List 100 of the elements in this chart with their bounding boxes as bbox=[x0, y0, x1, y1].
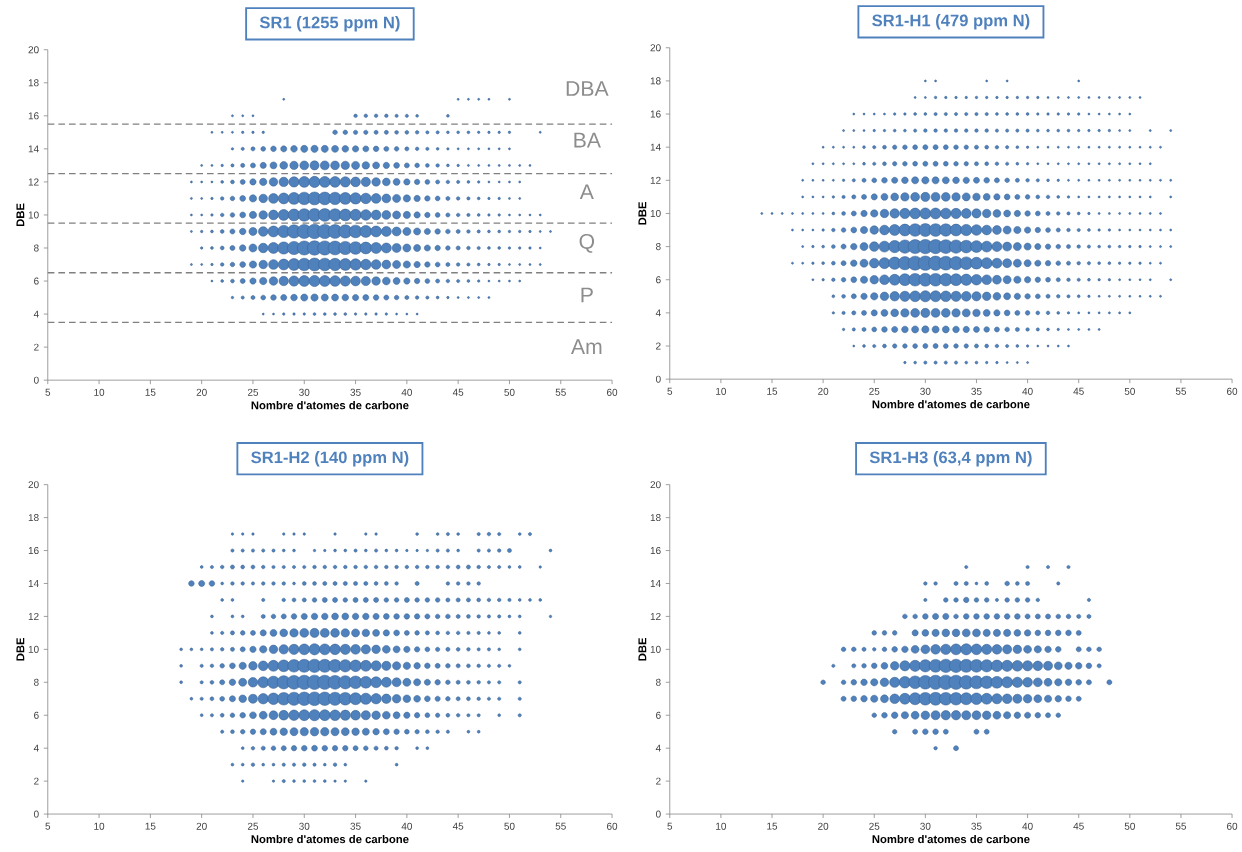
y-tick-label: 8 bbox=[34, 244, 39, 252]
x-tick-label: 30 bbox=[299, 388, 310, 396]
y-tick-label: 2 bbox=[656, 777, 661, 785]
y-tick-label: 4 bbox=[33, 744, 39, 752]
x-tick-label: 45 bbox=[1073, 387, 1084, 395]
y-tick-label: 20 bbox=[28, 481, 39, 489]
x-tick-label: 50 bbox=[504, 388, 515, 396]
y-tick-label: 10 bbox=[28, 211, 39, 219]
x-tick-label: 60 bbox=[607, 822, 618, 830]
x-tick-label: 40 bbox=[1022, 822, 1033, 830]
x-tick-label: 45 bbox=[452, 388, 464, 396]
y-tick-label: 14 bbox=[650, 580, 661, 587]
x-tick-label: 25 bbox=[247, 388, 259, 396]
x-axis-title: Nombre d'atomes de carbone bbox=[251, 834, 409, 844]
y-tick-label: 0 bbox=[655, 375, 661, 383]
y-tick-label: 2 bbox=[656, 342, 661, 350]
y-tick-label: 12 bbox=[650, 613, 661, 620]
y-axis-title: DBE bbox=[638, 202, 647, 225]
x-tick-label: 45 bbox=[452, 822, 464, 830]
y-tick-label: 14 bbox=[28, 145, 39, 153]
x-tick-label: 5 bbox=[667, 387, 673, 395]
y-tick-label: 8 bbox=[656, 243, 661, 251]
annotation: P bbox=[581, 287, 593, 303]
y-tick-label: 16 bbox=[650, 547, 661, 555]
x-axis-title: Nombre d'atomes de carbone bbox=[872, 834, 1030, 844]
y-tick-label: 16 bbox=[28, 547, 39, 555]
x-tick-label: 5 bbox=[667, 822, 673, 830]
x-tick-label: 15 bbox=[767, 822, 778, 830]
x-tick-label: 60 bbox=[1227, 822, 1238, 830]
y-tick-label: 16 bbox=[650, 110, 661, 118]
y-axis-title: DBE bbox=[16, 203, 25, 227]
y-tick-label: 12 bbox=[650, 176, 661, 184]
y-tick-label: 6 bbox=[34, 711, 39, 719]
x-tick-label: 45 bbox=[1073, 822, 1084, 830]
y-tick-label: 12 bbox=[28, 613, 39, 620]
y-tick-label: 20 bbox=[650, 481, 661, 489]
y-tick-label: 4 bbox=[655, 744, 661, 752]
y-tick-label: 18 bbox=[650, 77, 661, 85]
y-axis-title: DBE bbox=[638, 637, 647, 661]
annotation: BA bbox=[574, 132, 601, 148]
y-tick-label: 2 bbox=[34, 343, 39, 351]
y-tick-label: 18 bbox=[650, 514, 661, 522]
x-tick-label: 40 bbox=[401, 388, 412, 396]
y-tick-label: 10 bbox=[650, 209, 661, 218]
y-tick-label: 10 bbox=[28, 645, 39, 653]
y-tick-label: 4 bbox=[655, 309, 661, 317]
x-tick-label: 15 bbox=[145, 822, 156, 830]
x-tick-label: 10 bbox=[716, 387, 727, 395]
y-tick-label: 10 bbox=[650, 645, 661, 653]
x-tick-label: 25 bbox=[869, 822, 880, 830]
x-tick-label: 20 bbox=[196, 822, 207, 830]
x-tick-label: 30 bbox=[299, 822, 310, 830]
y-tick-label: 0 bbox=[655, 810, 661, 818]
x-tick-label: 20 bbox=[818, 822, 829, 830]
y-tick-label: 8 bbox=[656, 678, 661, 686]
x-tick-label: 30 bbox=[920, 822, 931, 830]
x-tick-label: 55 bbox=[555, 388, 566, 396]
y-tick-label: 8 bbox=[34, 678, 39, 686]
x-tick-label: 25 bbox=[869, 387, 880, 395]
x-tick-label: 35 bbox=[350, 388, 361, 396]
y-tick-label: 6 bbox=[656, 276, 661, 284]
x-tick-label: 55 bbox=[1175, 387, 1187, 395]
x-tick-label: 50 bbox=[504, 822, 515, 830]
y-tick-label: 0 bbox=[33, 810, 39, 818]
y-tick-label: 2 bbox=[34, 777, 39, 785]
y-tick-label: 18 bbox=[28, 514, 39, 522]
y-tick-label: 18 bbox=[28, 79, 39, 87]
y-tick-label: 12 bbox=[28, 178, 39, 186]
x-tick-label: 35 bbox=[971, 387, 982, 395]
y-tick-label: 0 bbox=[33, 376, 39, 384]
x-tick-label: 15 bbox=[145, 388, 156, 396]
chart-title: SR1 (1255 ppm N) bbox=[259, 16, 400, 32]
x-axis-title: Nombre d'atomes de carbone bbox=[872, 400, 1030, 409]
x-tick-label: 55 bbox=[555, 822, 566, 830]
y-tick-label: 6 bbox=[34, 277, 39, 285]
y-tick-label: 4 bbox=[33, 310, 39, 318]
x-tick-label: 30 bbox=[920, 387, 931, 395]
x-tick-label: 5 bbox=[45, 388, 51, 396]
y-tick-label: 14 bbox=[28, 580, 39, 587]
x-tick-label: 10 bbox=[94, 822, 105, 830]
x-tick-label: 20 bbox=[818, 387, 829, 395]
annotation: Q bbox=[579, 233, 595, 253]
annotation: Am bbox=[570, 339, 602, 354]
x-tick-label: 25 bbox=[247, 822, 259, 830]
x-tick-label: 55 bbox=[1175, 822, 1187, 830]
x-tick-label: 40 bbox=[401, 822, 412, 830]
y-axis-title: DBE bbox=[16, 637, 25, 661]
x-tick-label: 50 bbox=[1124, 822, 1135, 830]
x-tick-label: 10 bbox=[716, 822, 727, 830]
annotation: DBA bbox=[566, 81, 609, 96]
chart-title: SR1-H2 (140 ppm N) bbox=[251, 451, 409, 467]
chart-title: SR1-H1 (479 ppm N) bbox=[872, 14, 1030, 30]
x-tick-label: 5 bbox=[45, 822, 51, 830]
x-tick-label: 35 bbox=[971, 822, 982, 830]
chart-title: SR1-H3 (63,4 ppm N) bbox=[869, 451, 1032, 467]
x-tick-label: 15 bbox=[767, 387, 778, 395]
x-tick-label: 60 bbox=[1227, 387, 1238, 395]
x-axis-title: Nombre d'atomes de carbone bbox=[251, 401, 409, 410]
x-tick-label: 35 bbox=[350, 822, 361, 830]
x-tick-label: 20 bbox=[196, 388, 207, 396]
